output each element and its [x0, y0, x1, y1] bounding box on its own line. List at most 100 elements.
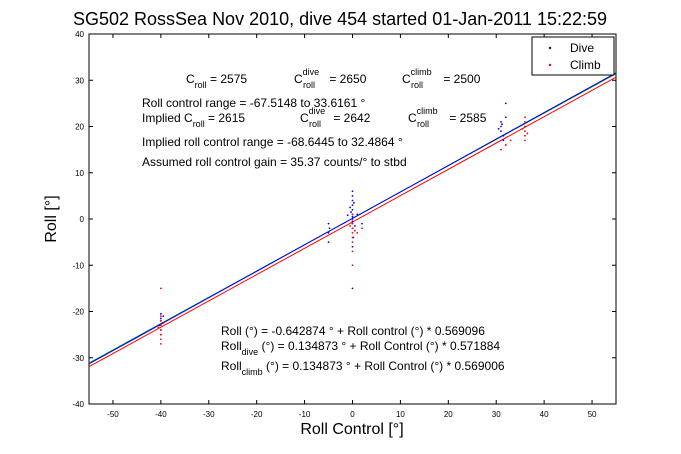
y-tick-label: -20: [72, 308, 84, 317]
data-point-climb: [159, 319, 162, 322]
data-point-dive: [351, 287, 354, 290]
x-axis-label: Roll Control [°]: [300, 421, 403, 438]
data-point-dive: [351, 199, 354, 202]
data-point-climb: [351, 241, 354, 244]
data-point-dive: [350, 211, 352, 213]
x-tick-label: -40: [155, 410, 167, 419]
data-point-dive: [158, 324, 161, 327]
data-point-dive: [351, 215, 354, 218]
data-point-climb: [500, 148, 502, 151]
x-tick-label: 20: [444, 410, 453, 419]
data-point-dive: [502, 139, 505, 142]
x-tick-label: -20: [251, 410, 263, 419]
data-point-dive: [327, 222, 330, 225]
data-point-climb: [524, 139, 526, 142]
data-point-climb: [162, 322, 165, 324]
chart-title: SG502 RossSea Nov 2010, dive 454 started…: [73, 9, 607, 29]
data-point-dive: [346, 214, 349, 217]
legend-marker-climb: [548, 63, 552, 67]
annotation-c-roll-dive: Cdive roll = 2650: [294, 67, 367, 90]
data-point-climb: [526, 132, 529, 135]
data-point-dive: [327, 231, 330, 234]
x-tick-label: -30: [203, 410, 215, 419]
legend-marker-dive: [548, 46, 552, 50]
annotation-implied-c-roll-climb: Cclimb roll = 2585: [408, 106, 487, 129]
y-tick-label: 10: [75, 169, 84, 178]
data-point-dive: [501, 123, 503, 126]
data-point-dive: [351, 204, 354, 207]
annotation-fit-all: Roll (°) = -0.642874 ° + Roll control (°…: [221, 324, 485, 338]
data-point-dive: [353, 201, 355, 204]
data-point-dive: [500, 130, 502, 133]
annotation-fit-dive: Rolldive (°) = 0.134873 ° + Roll Control…: [221, 339, 500, 357]
data-point-climb: [524, 130, 526, 133]
data-points: [157, 102, 529, 345]
x-tick-label: 30: [492, 410, 501, 419]
annotation-fit-climb: Rollclimb (°) = 0.134873 ° + Roll Contro…: [221, 359, 505, 377]
annotation-c-roll: Croll = 2575: [186, 72, 247, 90]
data-point-climb: [159, 324, 162, 327]
x-tick-label: -10: [299, 410, 311, 419]
data-point-climb: [159, 338, 162, 341]
annotation-implied-c-roll-dive: Cdive roll = 2642: [300, 106, 371, 129]
data-point-climb: [351, 236, 354, 239]
data-point-dive: [162, 315, 165, 318]
data-point-dive: [159, 317, 162, 320]
data-point-dive: [351, 245, 354, 248]
y-tick-label: 30: [75, 76, 84, 85]
legend-label-climb: Climb: [570, 58, 601, 72]
y-tick-label: -30: [72, 354, 84, 363]
data-point-dive: [361, 222, 363, 225]
data-point-climb: [351, 264, 354, 267]
data-point-dive: [500, 125, 502, 128]
data-point-climb: [524, 116, 526, 119]
annotation-implied-range: Implied roll control range = -68.6445 to…: [142, 135, 403, 149]
data-point-climb: [361, 227, 363, 230]
data-point-dive: [497, 127, 500, 130]
data-point-climb: [351, 222, 354, 225]
y-tick-label: 0: [80, 215, 85, 224]
data-point-dive: [504, 102, 507, 105]
legend-box: [531, 36, 615, 76]
y-axis: -40 -30 -20 -10 0 10 20 30 40: [72, 30, 616, 409]
data-point-dive: [159, 312, 162, 315]
y-axis-label: Roll [°]: [43, 195, 60, 242]
data-point-dive: [351, 208, 354, 211]
legend: Dive Climb: [531, 36, 615, 76]
y-tick-label: 20: [75, 123, 84, 132]
data-point-dive: [356, 213, 359, 216]
data-point-climb: [524, 125, 526, 128]
data-point-dive: [502, 134, 505, 137]
data-point-climb: [353, 229, 356, 232]
data-point-dive: [500, 120, 502, 123]
data-point-dive: [351, 194, 354, 197]
data-point-climb: [159, 329, 162, 331]
data-point-dive: [327, 241, 330, 244]
data-point-climb: [159, 287, 162, 290]
data-point-dive: [349, 206, 352, 209]
data-point-climb: [159, 333, 162, 336]
x-tick-label: 0: [350, 410, 355, 419]
data-point-dive: [353, 225, 356, 227]
data-point-climb: [351, 227, 354, 230]
x-tick-label: -50: [107, 410, 119, 419]
x-axis: -50 -40 -30 -20 -10 0 10 20 30 40 50: [107, 34, 597, 419]
data-point-dive: [504, 116, 507, 119]
annotations: Croll = 2575 Cdive roll = 2650 Cclimb roll…: [142, 67, 505, 377]
annotation-c-roll-climb: Cclimb roll = 2500: [402, 67, 481, 90]
data-point-climb: [351, 250, 354, 253]
data-point-climb: [351, 213, 354, 216]
data-point-dive: [328, 227, 331, 230]
data-point-climb: [159, 342, 162, 345]
annotation-gain: Assumed roll control gain = 35.37 counts…: [142, 155, 407, 169]
data-point-climb: [504, 144, 507, 146]
data-point-climb: [521, 127, 524, 130]
data-point-dive: [351, 220, 354, 223]
x-tick-label: 10: [396, 410, 405, 419]
data-point-climb: [159, 315, 162, 318]
data-point-dive: [351, 218, 354, 220]
y-tick-label: -40: [72, 400, 84, 409]
x-tick-label: 40: [540, 410, 549, 419]
annotation-range: Roll control range = -67.5148 to 33.6161…: [142, 96, 365, 110]
legend-label-dive: Dive: [570, 41, 594, 55]
